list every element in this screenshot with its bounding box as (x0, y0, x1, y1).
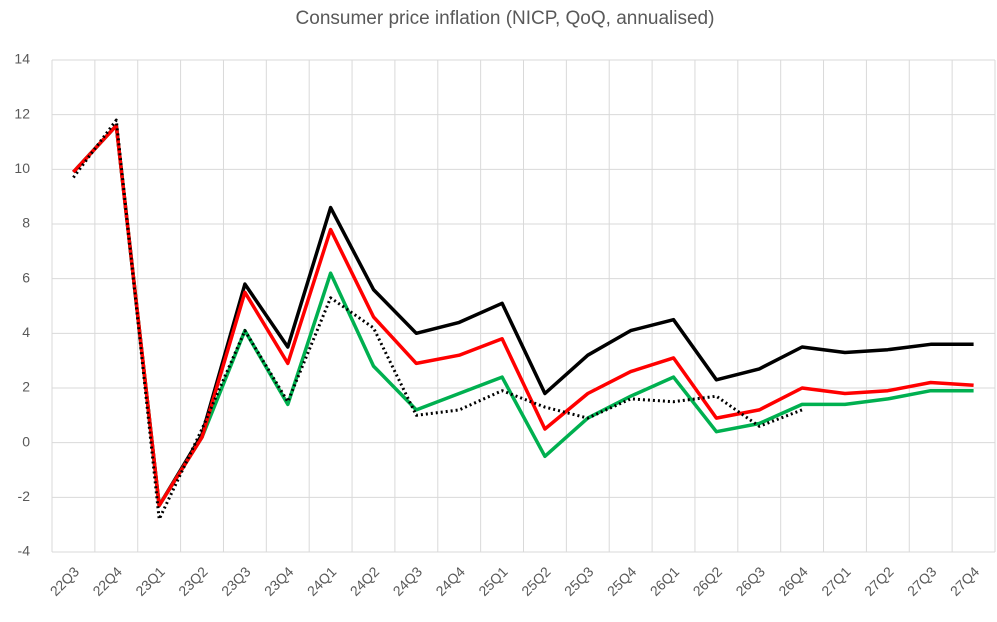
y-tick-label: 14 (14, 51, 30, 67)
x-tick-label: 25Q3 (561, 563, 597, 599)
x-tick-label: 23Q4 (261, 563, 297, 599)
series-line (72, 118, 803, 521)
y-tick-label: 10 (14, 160, 30, 176)
chart-title: Consumer price inflation (NICP, QoQ, ann… (296, 8, 715, 29)
y-tick-label: 12 (14, 105, 30, 121)
x-tick-label: 27Q3 (904, 563, 940, 599)
y-tick-label: -2 (18, 488, 31, 504)
x-tick-label: 24Q2 (347, 563, 383, 599)
x-tick-label: 26Q1 (647, 563, 683, 599)
x-tick-label: 23Q1 (132, 563, 168, 599)
x-tick-label: 27Q2 (861, 563, 897, 599)
y-tick-label: 2 (22, 379, 30, 395)
y-tick-label: 6 (22, 269, 30, 285)
x-tick-label: 26Q3 (732, 563, 768, 599)
x-tick-label: 25Q4 (604, 563, 640, 599)
y-tick-label: 4 (22, 324, 30, 340)
x-tick-label: 27Q1 (818, 563, 854, 599)
x-tick-label: 23Q2 (175, 563, 211, 599)
series-line (72, 123, 974, 508)
x-tick-label: 22Q3 (47, 563, 83, 599)
x-tick-label: 24Q4 (432, 563, 468, 599)
y-tick-label: -4 (18, 543, 31, 559)
x-tick-label: 26Q2 (690, 563, 726, 599)
x-tick-label: 26Q4 (775, 563, 811, 599)
y-tick-label: 0 (22, 433, 30, 449)
x-tick-label: 24Q1 (304, 563, 340, 599)
x-tick-label: 25Q1 (475, 563, 511, 599)
x-tick-label: 27Q4 (947, 563, 983, 599)
x-tick-label: 22Q4 (90, 563, 126, 599)
series-line (72, 123, 974, 508)
x-tick-label: 25Q2 (518, 563, 554, 599)
y-tick-label: 8 (22, 215, 30, 231)
x-tick-label: 24Q3 (390, 563, 426, 599)
x-tick-label: 23Q3 (218, 563, 254, 599)
